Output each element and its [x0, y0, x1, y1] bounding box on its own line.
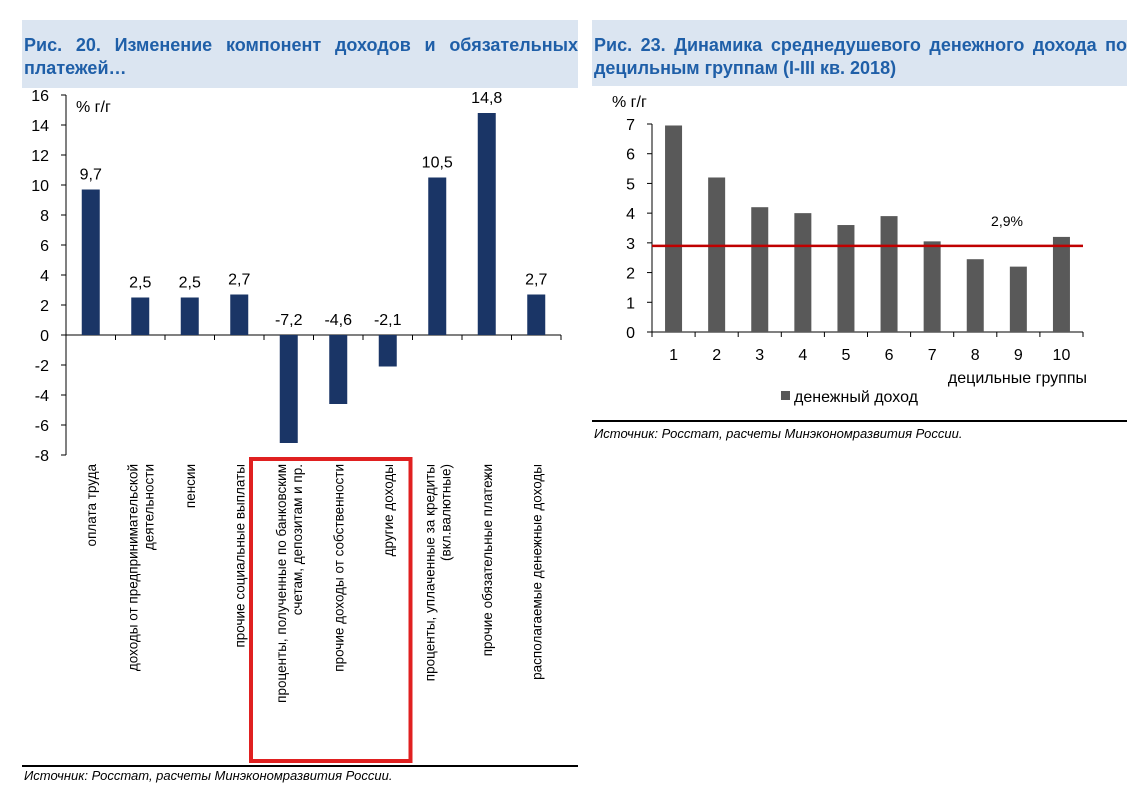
data-label: -4,6	[324, 312, 352, 329]
left-source-divider	[22, 765, 578, 767]
bar	[230, 294, 249, 335]
x-tick-label: 4	[798, 347, 807, 364]
y-tick-label: 7	[626, 117, 635, 134]
category-label: проценты, полученные по банковским счетам…	[274, 464, 305, 703]
category-label: прочие социальные выплаты	[232, 464, 247, 648]
y-tick-label: -6	[35, 418, 49, 435]
category-label-line: деятельности	[141, 464, 156, 550]
data-label: -7,2	[275, 312, 303, 329]
x-tick-label: 1	[669, 347, 678, 364]
bar	[1052, 236, 1070, 332]
category-label-line: проценты, уплаченные за кредиты	[422, 464, 437, 681]
left-source-note: Источник: Росстат, расчеты Минэкономразв…	[24, 768, 393, 783]
y-tick-label: 1	[626, 295, 635, 312]
bar	[428, 177, 447, 335]
data-label: 2,7	[228, 272, 250, 289]
y-tick-label: 3	[626, 236, 635, 253]
data-label: 10,5	[422, 155, 453, 172]
bar	[378, 335, 397, 367]
category-label: пенсии	[183, 464, 198, 508]
category-label-line: прочие доходы от собственности	[331, 464, 346, 672]
y-tick-label: 6	[626, 147, 635, 164]
right-chart-title: Рис. 23. Динамика среднедушевого денежно…	[592, 20, 1127, 86]
bar	[527, 294, 546, 335]
data-label: 2,5	[179, 275, 201, 292]
x-tick-label: 8	[971, 347, 980, 364]
y-tick-label: 2	[626, 266, 635, 283]
bar	[1009, 266, 1027, 332]
y-tick-label: 0	[40, 328, 49, 345]
bar	[708, 177, 726, 332]
x-tick-label: 6	[885, 347, 894, 364]
legend-label: денежный доход	[794, 389, 919, 406]
y-tick-label: 6	[40, 238, 49, 255]
bar	[477, 113, 496, 335]
y-tick-label: -4	[35, 388, 49, 405]
bar	[329, 335, 348, 404]
y-tick-label: 16	[31, 88, 49, 105]
left-chart-title: Рис. 20. Изменение компонент доходов и о…	[22, 20, 578, 88]
right-source-note: Источник: Росстат, расчеты Минэкономразв…	[594, 426, 963, 441]
y-tick-label: 2	[40, 298, 49, 315]
y-tick-label: -8	[35, 448, 49, 465]
y-tick-label: -2	[35, 358, 49, 375]
y-axis-title: % г/г	[612, 94, 647, 111]
category-label: проценты, уплаченные за кредиты (вкл.валю…	[422, 464, 453, 681]
data-label: 2,5	[129, 275, 151, 292]
y-tick-label: 4	[40, 268, 49, 285]
right-source-divider	[592, 420, 1127, 422]
bar	[794, 213, 812, 332]
x-tick-label: 3	[755, 347, 764, 364]
x-axis-title: децильные группы	[948, 370, 1087, 387]
category-label: располагаемые денежные доходы	[529, 464, 544, 680]
bar	[751, 207, 769, 332]
y-tick-label: 0	[626, 325, 635, 342]
bar	[665, 125, 683, 332]
reference-line-label: 2,9%	[991, 213, 1023, 229]
y-tick-label: 8	[40, 208, 49, 225]
x-tick-label: 9	[1014, 347, 1023, 364]
bar	[81, 189, 100, 335]
category-label-line: пенсии	[183, 464, 198, 508]
bar	[837, 225, 855, 332]
bar	[966, 259, 984, 332]
bar	[180, 297, 199, 335]
bar	[131, 297, 150, 335]
category-label-line: другие доходы	[381, 464, 396, 556]
y-tick-label: 14	[31, 118, 49, 135]
y-tick-label: 4	[626, 206, 635, 223]
bar	[880, 216, 898, 332]
y-axis-title: % г/г	[76, 99, 111, 116]
category-label-line: (вкл.валютные)	[438, 464, 453, 561]
category-label: прочие обязательные платежи	[480, 464, 495, 656]
data-label: 2,7	[525, 272, 547, 289]
category-label: оплата труда	[84, 464, 99, 547]
data-label: 9,7	[80, 167, 102, 184]
category-label-line: проценты, полученные по банковским	[274, 464, 289, 703]
category-label-line: прочие обязательные платежи	[480, 464, 495, 656]
bar	[923, 241, 941, 332]
y-tick-label: 10	[31, 178, 49, 195]
y-tick-label: 5	[626, 176, 635, 193]
x-tick-label: 5	[841, 347, 850, 364]
category-label-line: прочие социальные выплаты	[232, 464, 247, 648]
category-label: доходы от предпринимательской деятельност…	[125, 464, 156, 671]
legend-swatch	[781, 391, 790, 400]
x-tick-label: 2	[712, 347, 721, 364]
data-label: -2,1	[374, 312, 402, 329]
category-label: другие доходы	[381, 464, 396, 556]
category-label: прочие доходы от собственности	[331, 464, 346, 672]
highlight-box	[249, 457, 413, 763]
category-label-line: доходы от предпринимательской	[125, 464, 140, 671]
x-tick-label: 10	[1053, 347, 1071, 364]
category-label-line: оплата труда	[84, 464, 99, 547]
y-tick-label: 12	[31, 148, 49, 165]
x-tick-label: 7	[928, 347, 937, 364]
data-label: 14,8	[471, 90, 502, 107]
bar	[279, 335, 298, 443]
category-label-line: располагаемые денежные доходы	[529, 464, 544, 680]
category-label-line: счетам, депозитам и пр.	[290, 464, 305, 615]
